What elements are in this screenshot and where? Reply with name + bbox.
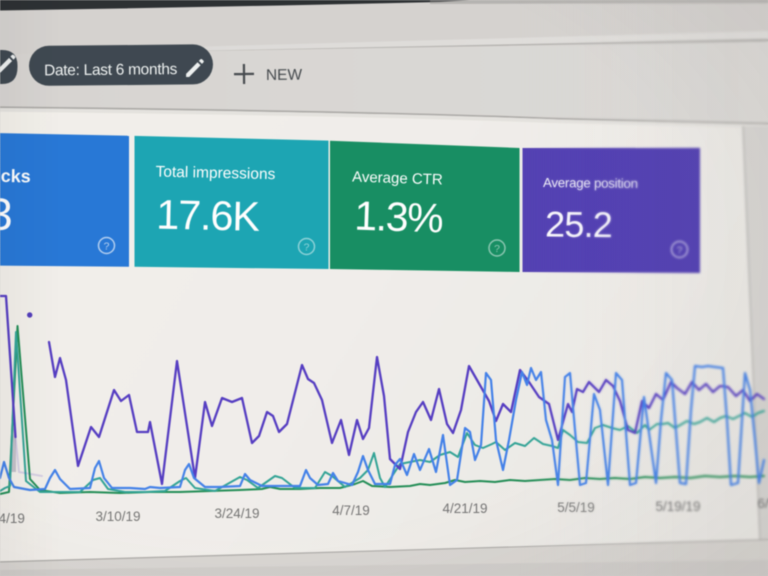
svg-text:NEW: NEW — [266, 67, 303, 84]
svg-text:1.3%: 1.3% — [354, 193, 443, 242]
svg-text:3: 3 — [0, 189, 13, 240]
svg-text:Average CTR: Average CTR — [352, 169, 443, 189]
svg-text:3/24/19: 3/24/19 — [214, 506, 259, 521]
svg-text:4/21/19: 4/21/19 — [442, 501, 487, 516]
svg-text:?: ? — [304, 242, 310, 254]
svg-text:Date: Last 6 months: Date: Last 6 months — [44, 61, 178, 79]
svg-text:Total impressions: Total impressions — [155, 164, 275, 184]
svg-text:?: ? — [104, 241, 110, 253]
svg-text:4/7/19: 4/7/19 — [332, 503, 370, 518]
svg-text:Total clicks: Total clicks — [0, 165, 31, 186]
svg-text:3/10/19: 3/10/19 — [95, 509, 140, 524]
svg-text:24/19: 24/19 — [0, 511, 25, 526]
svg-text:17.6K: 17.6K — [156, 191, 261, 240]
svg-text:?: ? — [494, 243, 500, 255]
